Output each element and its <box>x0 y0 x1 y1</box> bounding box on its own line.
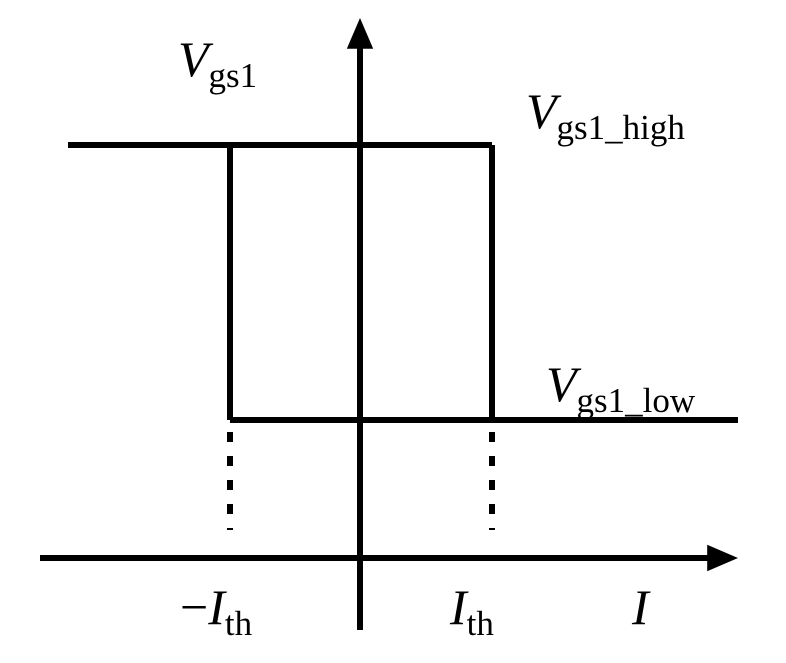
x-axis-label: I <box>632 578 649 636</box>
pos-ith-label: Ith <box>450 578 494 644</box>
y-axis-label: Vgs1 <box>178 30 257 96</box>
neg-ith-sub: th <box>225 604 252 643</box>
v-high-label: Vgs1_high <box>526 82 685 148</box>
v-high-main: V <box>526 83 557 139</box>
y-axis-label-sub: gs1 <box>209 56 258 95</box>
v-low-main: V <box>546 356 577 412</box>
neg-ith-label: −Ith <box>180 578 252 644</box>
x-axis-label-main: I <box>632 579 649 635</box>
y-axis-label-main: V <box>178 31 209 87</box>
v-high-sub: gs1_high <box>557 108 685 147</box>
neg-ith-main: I <box>208 579 225 635</box>
v-low-label: Vgs1_low <box>546 355 695 421</box>
hysteresis-chart: Vgs1 I Vgs1_high Vgs1_low −Ith Ith <box>0 0 786 663</box>
v-low-sub: gs1_low <box>577 381 696 420</box>
pos-ith-sub: th <box>467 604 494 643</box>
neg-ith-prefix: − <box>180 579 208 635</box>
pos-ith-main: I <box>450 579 467 635</box>
